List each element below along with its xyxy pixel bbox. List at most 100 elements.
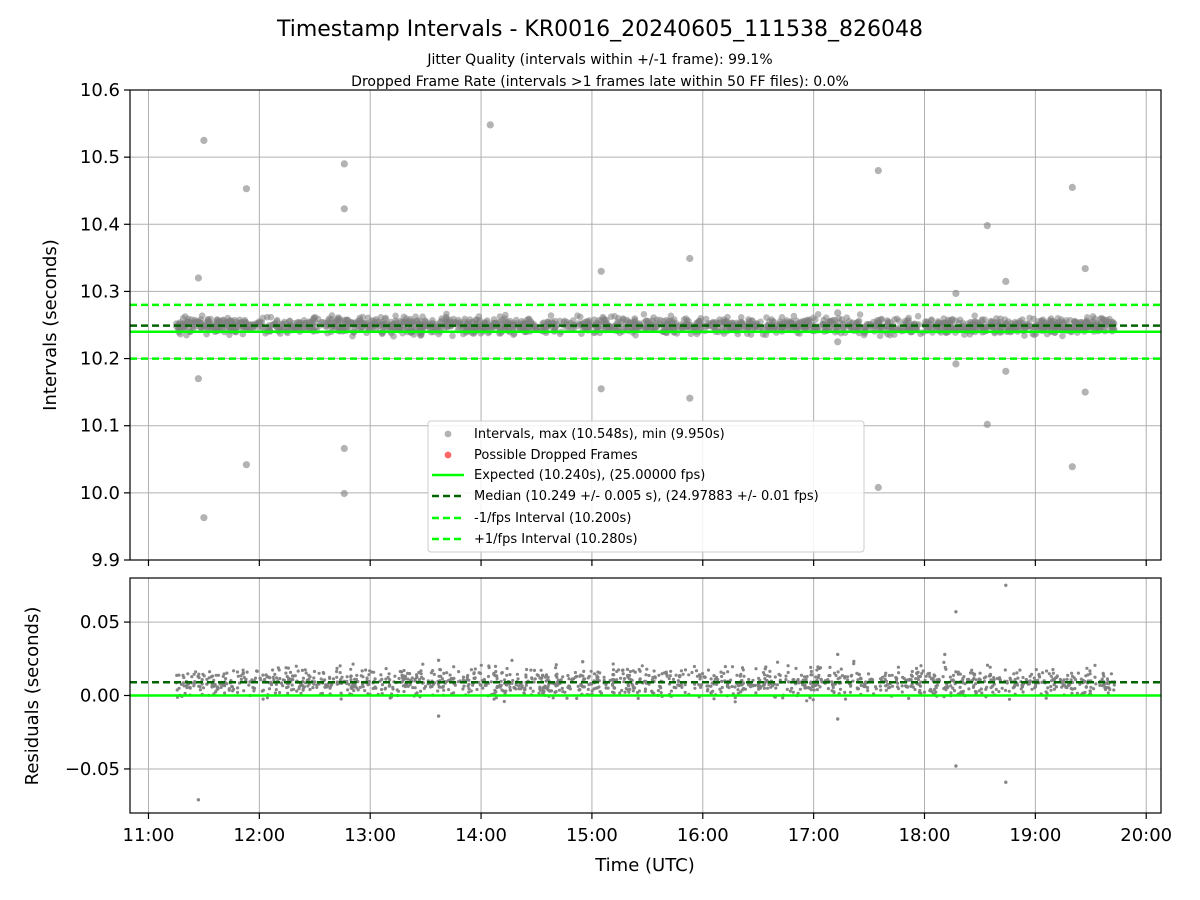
residuals-point	[921, 669, 925, 673]
residuals-point	[1062, 683, 1066, 687]
residuals-point	[963, 682, 967, 686]
residuals-point	[680, 685, 684, 690]
intervals-outlier-point	[597, 267, 605, 275]
residuals-point	[182, 675, 186, 680]
intervals-outlier-point	[983, 420, 991, 428]
residuals-point	[255, 669, 259, 673]
residuals-point	[1088, 672, 1092, 676]
residuals-point	[177, 673, 181, 677]
intervals-point	[419, 313, 426, 321]
residuals-point	[604, 683, 608, 687]
intervals-point	[510, 331, 517, 339]
residuals-point	[773, 675, 777, 679]
intervals-outlier-point	[200, 514, 208, 522]
residuals-point	[1030, 672, 1034, 677]
residuals-point	[736, 684, 741, 688]
residuals-point	[1064, 685, 1068, 689]
residuals-point	[1103, 685, 1107, 689]
intervals-point	[364, 314, 372, 322]
residuals-point	[396, 689, 401, 693]
residuals-point	[432, 672, 436, 677]
residuals-point	[313, 680, 317, 684]
residuals-point	[973, 672, 977, 676]
residuals-point	[546, 675, 550, 680]
residuals-point	[1070, 671, 1074, 675]
residuals-point	[532, 680, 536, 684]
intervals-outlier-point	[194, 274, 202, 282]
residuals-point	[703, 675, 707, 679]
intervals-outlier-point	[952, 289, 960, 297]
residuals-point	[1070, 674, 1075, 679]
residuals-point	[541, 689, 545, 693]
residuals-point	[652, 669, 656, 673]
residuals-point	[757, 676, 761, 680]
residuals-point	[1027, 679, 1031, 683]
residuals-point	[540, 676, 544, 680]
intervals-point	[228, 318, 235, 325]
residuals-point	[749, 683, 753, 687]
residuals-point	[1024, 677, 1028, 682]
residuals-point	[560, 686, 564, 691]
residuals-point	[383, 686, 388, 690]
residuals-point	[469, 689, 473, 693]
residuals-point	[1093, 675, 1097, 679]
residuals-point	[295, 689, 299, 693]
residuals-point	[267, 687, 272, 691]
intervals-point	[948, 325, 956, 332]
intervals-point	[223, 323, 231, 331]
residuals-point	[878, 684, 882, 688]
residuals-point	[904, 684, 908, 688]
residuals-point	[231, 689, 235, 693]
residuals-point	[922, 690, 927, 694]
intervals-point	[762, 331, 770, 339]
residuals-point	[631, 686, 636, 690]
intervals-point	[310, 315, 318, 322]
residuals-point	[612, 691, 616, 695]
residuals-point	[890, 673, 894, 677]
residuals-point	[391, 685, 395, 690]
residuals-point	[998, 677, 1002, 681]
residuals-point	[896, 687, 901, 691]
residuals-point	[736, 688, 740, 692]
residuals-point	[1067, 683, 1071, 687]
residuals-point	[894, 676, 899, 680]
residuals-point	[541, 691, 545, 695]
intervals-point	[1047, 315, 1055, 322]
residuals-point	[740, 688, 744, 692]
residuals-point	[576, 684, 580, 689]
residuals-point	[883, 674, 887, 678]
residuals-point	[961, 689, 966, 694]
residuals-point	[214, 673, 218, 677]
residuals-point	[918, 674, 923, 679]
residuals-point	[974, 678, 978, 682]
residuals-point	[633, 670, 637, 674]
legend-label-minus: -1/fps Interval (10.200s)	[474, 511, 631, 526]
residuals-point	[900, 684, 904, 688]
residuals-point	[575, 674, 579, 679]
residuals-point	[911, 685, 915, 689]
residuals-point	[811, 698, 815, 702]
intervals-point	[695, 322, 702, 329]
residuals-point	[573, 670, 578, 675]
residuals-point	[845, 675, 850, 679]
residuals-point	[952, 689, 957, 693]
residuals-point	[631, 689, 635, 693]
intervals-point	[1096, 315, 1104, 323]
residuals-point	[461, 675, 466, 679]
residuals-point	[967, 687, 971, 691]
residuals-point	[729, 678, 733, 682]
intervals-point	[408, 319, 415, 327]
residuals-point	[879, 688, 883, 692]
residuals-point	[778, 673, 782, 678]
residuals-point	[856, 678, 860, 682]
residuals-point	[431, 682, 435, 687]
residuals-point	[1100, 677, 1104, 681]
residuals-point	[335, 666, 339, 671]
residuals-point	[706, 668, 711, 672]
residuals-point	[949, 691, 953, 695]
intervals-point	[884, 317, 891, 324]
residuals-point	[668, 674, 672, 678]
intervals-point	[799, 317, 807, 325]
residuals-point	[997, 690, 1001, 694]
intervals-y-tick-label: 10.4	[80, 214, 120, 235]
